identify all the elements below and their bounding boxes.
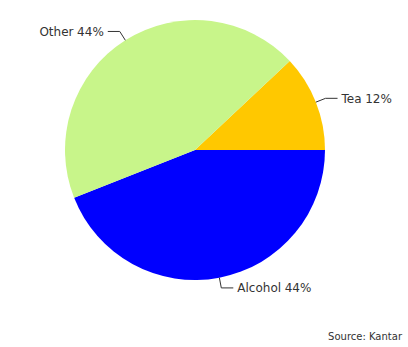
data-label: Tea12%	[341, 92, 392, 106]
label-category: Alcohol	[237, 281, 281, 295]
leader-line	[108, 31, 126, 40]
chart: Tea12% Alcohol 44% Other 44% Source: Kantar	[0, 0, 408, 347]
label-category: Other	[39, 25, 73, 39]
label-value: 12%	[365, 92, 392, 106]
source: Source: Kantar	[328, 331, 403, 342]
data-label: Other 44%	[39, 25, 103, 39]
leader-line	[219, 278, 233, 288]
pie-slice	[65, 20, 290, 198]
pie	[65, 20, 325, 280]
leader-line	[316, 98, 338, 102]
labels: Tea12% Alcohol 44% Other 44%	[39, 25, 391, 295]
label-value: 44%	[77, 25, 104, 39]
label-category: Tea	[341, 92, 362, 106]
data-label: Alcohol 44%	[237, 281, 311, 295]
label-value: 44%	[285, 281, 312, 295]
